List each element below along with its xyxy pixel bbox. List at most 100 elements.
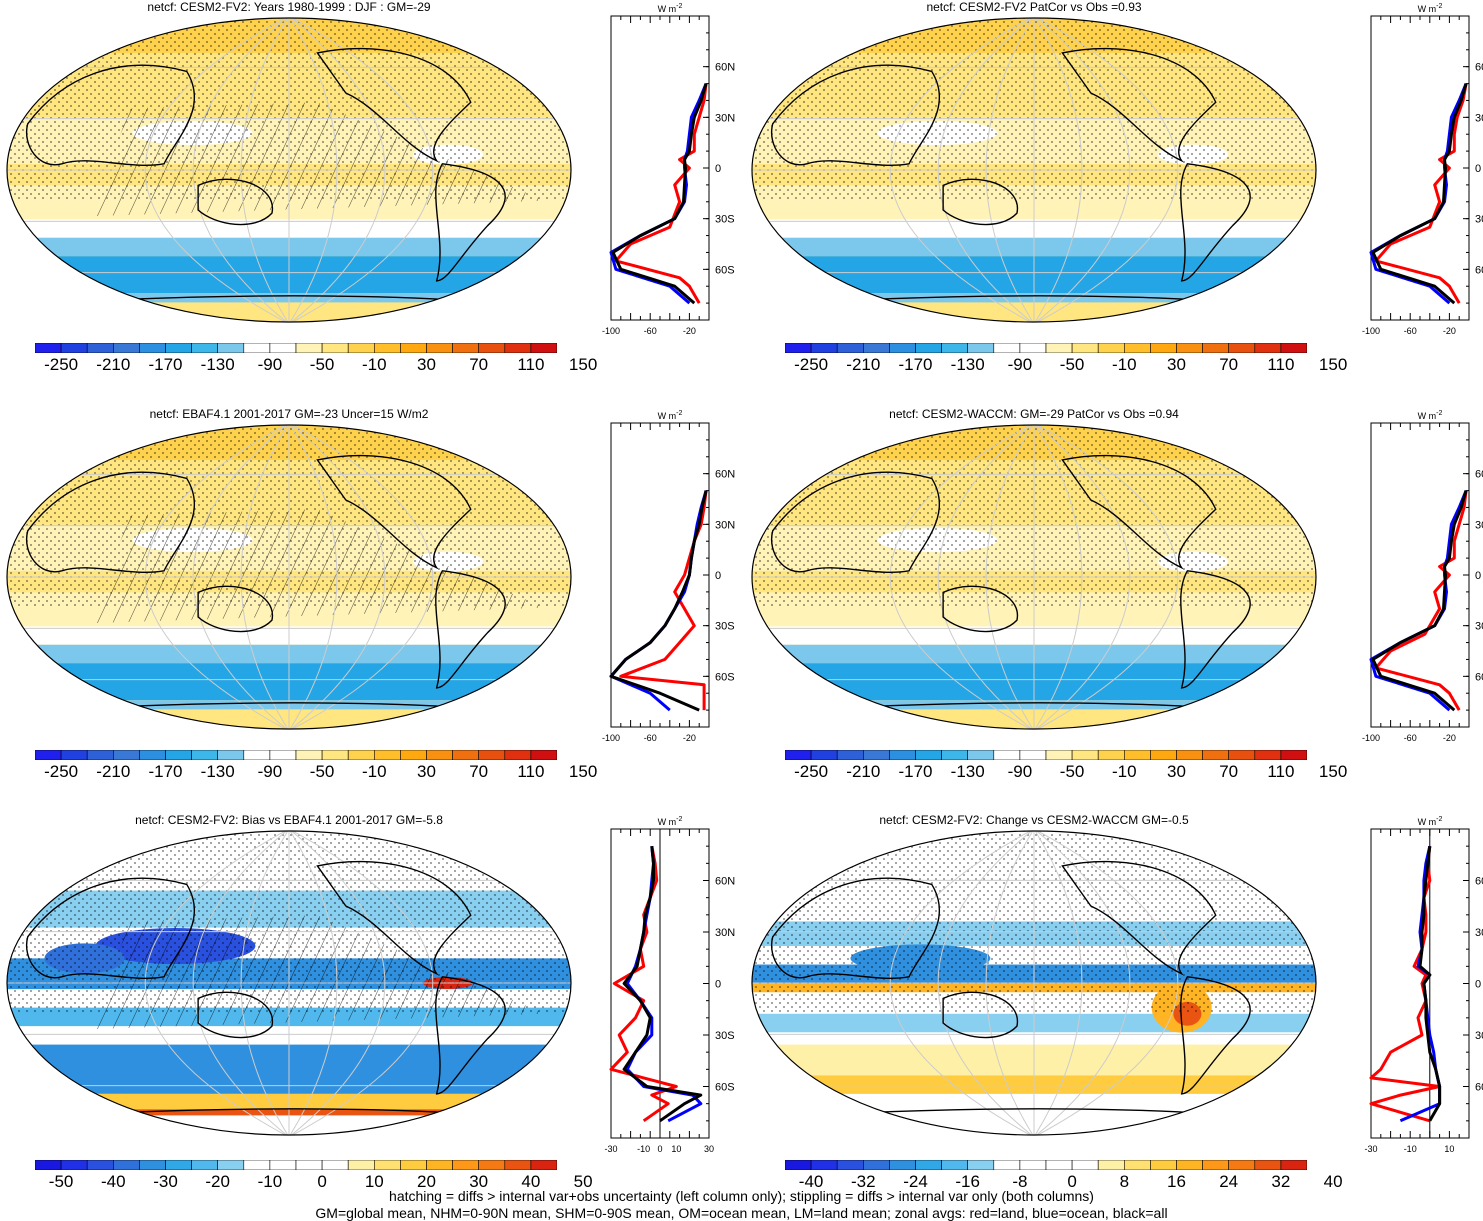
colorbar-label: -32 <box>851 1172 876 1191</box>
colorbar-swatch <box>269 749 297 761</box>
colorbar-label: -250 <box>794 355 829 374</box>
colorbar-swatch <box>113 1159 140 1171</box>
zonal-x-tick-label: -30 <box>604 1144 617 1154</box>
colorbar-swatch <box>810 749 838 761</box>
colorbar-swatch <box>1045 342 1073 354</box>
colorbar-swatch <box>1150 1159 1177 1171</box>
colorbar-swatch <box>1228 1159 1256 1171</box>
lat-tick-label: 30S <box>1475 1030 1483 1042</box>
colorbar-swatch <box>1045 749 1073 761</box>
colorbar-label: 110 <box>517 355 545 374</box>
colorbar-swatch <box>530 749 558 761</box>
colorbar-swatch <box>941 1159 969 1171</box>
world-map <box>5 829 573 1142</box>
colorbar-label: -10 <box>362 355 387 374</box>
colorbar <box>784 749 1308 761</box>
lat-tick-label: 30N <box>715 112 735 124</box>
colorbar-swatch <box>1071 342 1099 354</box>
colorbar-label: -90 <box>1007 762 1033 781</box>
colorbar-swatch <box>504 749 532 761</box>
map-plot <box>751 17 1317 323</box>
colorbar-swatch <box>1150 342 1177 354</box>
colorbar-swatch <box>165 1159 192 1171</box>
colorbar-swatch <box>295 342 323 354</box>
colorbar-label: -130 <box>200 762 235 781</box>
colorbar-label: -50 <box>309 355 335 374</box>
colorbar-label: -130 <box>950 355 985 374</box>
colorbar-swatch <box>113 342 140 354</box>
colorbar-swatch <box>165 342 192 354</box>
colorbar-swatch <box>1019 1159 1047 1171</box>
zonal-series-ocean <box>1399 845 1442 1123</box>
zonal-unit-label: W m-2 <box>1418 3 1443 14</box>
lat-tick-label: 0 <box>1475 570 1481 582</box>
colorbar-swatch <box>1228 342 1256 354</box>
zonal-x-tick-label: -100 <box>1362 326 1380 336</box>
colorbar-swatch <box>478 342 506 354</box>
colorbar-swatch <box>1071 749 1099 761</box>
zonal-mean-panel: W m-2 60N 30N 0 30S 60S -100 -60 -20 <box>1348 0 1483 355</box>
lat-tick-label: 0 <box>1475 163 1481 175</box>
colorbar-label: -8 <box>1012 1172 1028 1191</box>
colorbar-swatch <box>993 749 1021 761</box>
colorbar-swatch <box>504 1159 532 1171</box>
colorbar-label: -170 <box>898 355 933 374</box>
zonal-mean-panel: W m-2 60N 30N 0 30S 60S -100 -60 -20 <box>588 407 738 762</box>
map-plot <box>751 424 1317 730</box>
footer-line-1: hatching = diffs > internal var+obs unce… <box>389 1188 1094 1204</box>
colorbar-label: 10 <box>364 1172 384 1191</box>
colorbar-swatch <box>60 342 88 354</box>
colorbar-swatch <box>426 342 453 354</box>
colorbar-swatch <box>863 342 890 354</box>
colorbar <box>34 342 558 354</box>
colorbar-swatch <box>347 749 375 761</box>
colorbar-label: 30 <box>469 1172 489 1191</box>
colorbar-label: 30 <box>1167 762 1186 781</box>
colorbar-label: 150 <box>568 355 598 374</box>
colorbar-label: -10 <box>362 762 387 781</box>
zonal-series-land <box>1374 83 1468 304</box>
zonal-x-tick-label: -60 <box>1404 733 1417 743</box>
zonal-unit-label: W m-2 <box>658 3 683 14</box>
zonal-series-ocean <box>1369 83 1468 305</box>
colorbar-label: 110 <box>1267 762 1295 781</box>
zonal-series-all <box>1418 846 1442 1122</box>
zonal-mean-plot: W m-2 60N 30N 0 30S 60S -100 -60 -20 <box>1362 410 1483 743</box>
colorbar-swatch <box>836 749 864 761</box>
colorbar-swatch <box>784 1159 812 1171</box>
zonal-x-tick-label: 10 <box>1444 1144 1454 1154</box>
zonal-x-tick-label: -30 <box>1364 1144 1377 1154</box>
colorbar <box>784 342 1308 354</box>
colorbar-swatch <box>915 342 942 354</box>
footer-line-2: GM=global mean, NHM=0-90N mean, SHM=0-90… <box>315 1205 1168 1221</box>
lat-tick-label: 0 <box>1475 979 1481 991</box>
colorbar-swatch <box>836 1159 864 1171</box>
lat-tick-label: 30N <box>715 927 735 939</box>
colorbar-swatch <box>295 749 323 761</box>
colorbar-label: -50 <box>48 1172 74 1191</box>
lat-tick-label: 30N <box>715 519 735 531</box>
zonal-series-land <box>609 845 678 1123</box>
lat-tick-label: 60N <box>715 62 735 74</box>
figure-panel: netcf: CESM2-FV2: Bias vs EBAF4.1 2001-2… <box>0 813 738 1213</box>
colorbar-swatch <box>863 749 890 761</box>
zonal-mean-panel: W m-2 60N 30N 0 30S 60S -100 -60 -20 <box>1348 407 1483 762</box>
colorbar-label: 32 <box>1271 1172 1291 1191</box>
colorbar-label: 40 <box>1323 1172 1343 1191</box>
zonal-mean-plot: W m-2 60N 30N 0 30S 60S -100 -60 -20 <box>602 410 735 743</box>
colorbar-swatch <box>347 1159 375 1171</box>
world-map <box>750 423 1318 736</box>
colorbar-swatch <box>1280 342 1308 354</box>
colorbar-swatch <box>34 1159 62 1171</box>
colorbar-swatch <box>478 749 506 761</box>
colorbar-label: -50 <box>1059 762 1085 781</box>
lat-tick-label: 60N <box>715 469 735 481</box>
colorbar-swatch <box>452 1159 480 1171</box>
colorbar <box>34 1159 558 1171</box>
zonal-series-all <box>1371 83 1468 305</box>
colorbar-swatch <box>139 342 166 354</box>
colorbar-box <box>34 1157 558 1175</box>
colorbar-swatch <box>165 749 192 761</box>
panel-title: netcf: CESM2-FV2 PatCor vs Obs =0.93 <box>926 0 1142 14</box>
colorbar-swatch <box>86 342 114 354</box>
